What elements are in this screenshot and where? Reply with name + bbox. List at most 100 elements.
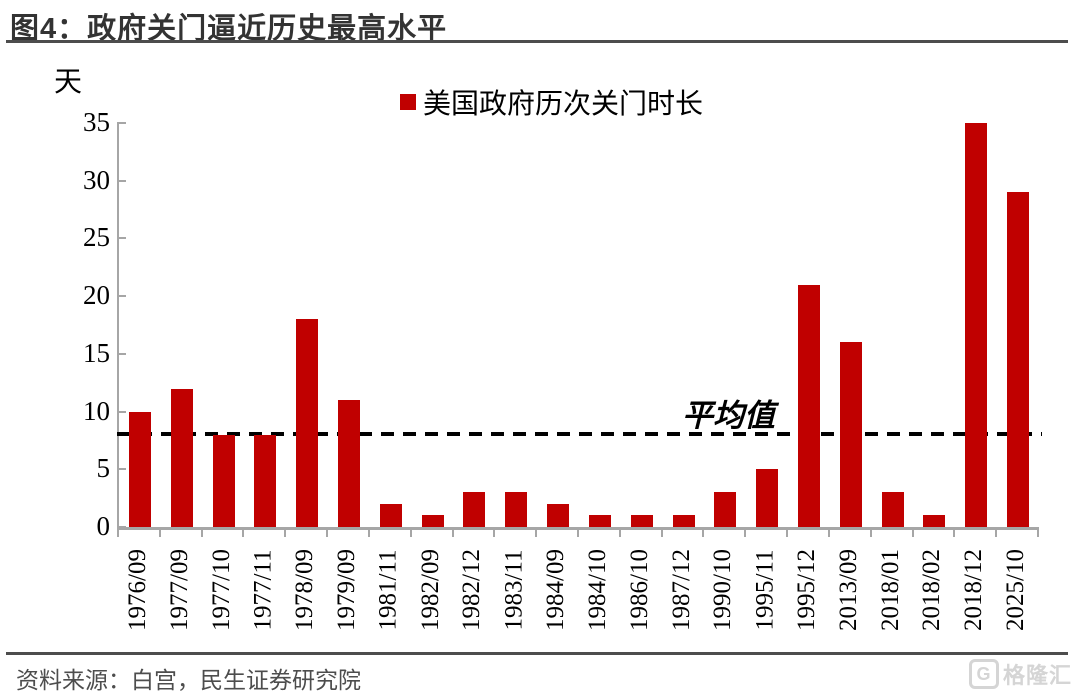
y-axis-tick-label: 15: [83, 337, 110, 368]
x-axis-label: 1982/12: [452, 538, 494, 642]
x-axis-tick: [995, 530, 998, 537]
bar-1977/11: [254, 434, 277, 527]
chart-legend: 美国政府历次关门时长: [400, 82, 703, 122]
x-axis-label-text: 1979/09: [332, 549, 360, 631]
y-axis-tick-label: 5: [96, 453, 111, 484]
x-axis-tick: [242, 530, 245, 537]
y-axis-tick-label: 30: [83, 164, 110, 195]
bar-2013/09: [839, 342, 862, 527]
bar-1983/11: [505, 492, 528, 527]
x-axis-label: 1995/12: [786, 538, 828, 642]
x-axis-label: 1979/09: [326, 538, 368, 642]
bar-1986/10: [630, 515, 653, 527]
x-axis-label-text: 2013/09: [834, 549, 862, 631]
x-axis-label: 1976/09: [117, 538, 159, 642]
y-axis-unit-label: 天: [54, 67, 83, 98]
x-axis-label-text: 1995/11: [751, 549, 779, 631]
bar-1976/09: [128, 411, 151, 527]
x-axis-tick: [284, 530, 287, 537]
x-axis-tick: [911, 530, 914, 537]
x-axis-label-text: 1982/09: [416, 549, 444, 631]
plot-area: [117, 123, 1042, 530]
x-axis-label-text: 1990/10: [709, 549, 737, 631]
bar-1990/10: [714, 492, 737, 527]
bar-2018/02: [923, 515, 946, 527]
bar-1995/11: [756, 469, 779, 527]
x-axis-label: 1986/10: [619, 538, 661, 642]
x-axis-label: 2013/09: [828, 538, 870, 642]
legend-label: 美国政府历次关门时长: [423, 89, 704, 120]
x-axis-label: 1977/10: [201, 538, 243, 642]
x-axis-label-text: 2025/10: [1002, 549, 1030, 631]
bar-1979/09: [338, 400, 360, 527]
average-line-label: 平均值: [682, 398, 775, 433]
x-axis-tick: [869, 530, 872, 537]
x-axis-tick: [451, 530, 454, 537]
x-axis-tick: [409, 530, 412, 537]
bar-1981/11: [379, 503, 402, 527]
x-axis-tick: [367, 530, 370, 537]
x-axis-label-text: 1995/12: [792, 549, 820, 631]
bar-1995/12: [798, 284, 820, 527]
bar-1987/12: [672, 515, 695, 527]
watermark-text: 格隆汇: [1002, 663, 1072, 688]
x-axis-label-text: 1977/10: [207, 549, 235, 631]
bar-1977/10: [212, 434, 235, 527]
bar-1982/09: [421, 515, 444, 527]
x-axis-label: 1978/09: [284, 538, 326, 642]
bar-1984/09: [547, 503, 570, 527]
bar-1978/09: [296, 319, 319, 527]
x-axis-label: 1982/09: [410, 538, 452, 642]
y-axis-tick: [117, 237, 126, 240]
x-axis-label-text: 1987/12: [667, 549, 695, 631]
x-axis-label: 2018/01: [870, 538, 912, 642]
y-axis-tick: [117, 179, 126, 182]
source-note: 资料来源：白宫，民生证券研究院: [16, 667, 361, 693]
y-axis-tick: [117, 410, 126, 413]
x-axis-label-text: 2018/12: [960, 549, 988, 631]
x-axis-label-text: 1982/12: [458, 549, 486, 631]
y-axis-tick-label: 20: [83, 280, 110, 311]
y-axis-tick: [117, 122, 126, 124]
x-axis-tick: [117, 530, 119, 537]
x-axis-label: 1983/11: [493, 538, 535, 642]
footer-divider-line: [6, 652, 1068, 655]
x-axis-label: 1977/09: [159, 538, 201, 642]
x-axis-label-text: 1976/09: [123, 549, 151, 631]
x-axis-label: 1984/10: [577, 538, 619, 642]
x-axis-tick: [702, 530, 705, 537]
bar-2018/12: [965, 123, 988, 527]
y-axis-tick: [117, 468, 126, 471]
gelonghui-logo-icon: G: [968, 659, 999, 689]
x-axis-label-text: 2018/02: [918, 549, 946, 631]
x-axis-label: 2025/10: [995, 538, 1037, 642]
x-axis-label-text: 1981/11: [374, 549, 402, 631]
y-axis-tick-label: 35: [83, 107, 110, 137]
x-axis-tick: [535, 530, 538, 537]
x-axis-label-text: 1984/10: [583, 549, 611, 631]
x-axis-label-text: 1977/11: [249, 549, 277, 631]
x-axis-tick: [786, 530, 789, 537]
x-axis-label: 1987/12: [661, 538, 703, 642]
y-axis-tick-label: 25: [83, 222, 110, 253]
x-axis-label: 1981/11: [368, 538, 410, 642]
x-axis-label-text: 2018/01: [876, 549, 904, 631]
x-axis-tick: [1037, 530, 1039, 537]
x-axis-label: 1990/10: [702, 538, 744, 642]
page-title: 图4：政府关门逼近历史最高水平: [10, 13, 448, 45]
x-axis-tick: [660, 530, 663, 537]
x-axis-label-text: 1984/09: [542, 549, 570, 631]
x-axis-tick: [827, 530, 830, 537]
x-axis-label: 1977/11: [242, 538, 284, 642]
x-axis-label: 1984/09: [535, 538, 577, 642]
x-axis-label-text: 1977/09: [165, 549, 193, 631]
x-axis-tick: [326, 530, 329, 537]
average-dashed-line: [117, 431, 1042, 436]
bar-1984/10: [588, 515, 611, 527]
x-axis-tick: [493, 530, 496, 537]
x-axis-label-text: 1983/11: [500, 549, 528, 631]
y-axis-tick: [117, 352, 126, 355]
x-axis-tick: [200, 530, 203, 537]
bar-2018/01: [881, 492, 904, 527]
